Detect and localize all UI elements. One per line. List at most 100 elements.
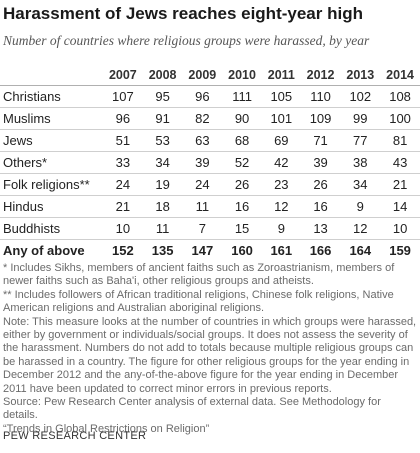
- table-cell: 26: [300, 173, 341, 196]
- total-cell: 147: [182, 239, 223, 261]
- footnote-folk: ** Includes followers of African traditi…: [3, 288, 394, 315]
- table-cell: 110: [300, 85, 341, 108]
- table-body: Christians 107 95 96 111 105 110 102 108 Muslims 9…: [0, 85, 420, 261]
- table-cell: 10: [103, 217, 143, 240]
- row-label: Jews: [0, 129, 103, 152]
- table-cell: 100: [380, 107, 420, 130]
- table-cell: 24: [103, 173, 143, 196]
- row-label: Folk religions**: [0, 173, 103, 196]
- table-cell: 21: [103, 195, 143, 218]
- total-cell: 152: [103, 239, 143, 261]
- report-title: “Trends in Global Restrictions on Religi…: [3, 422, 210, 435]
- table-cell: 15: [222, 217, 262, 240]
- table-cell: 91: [142, 107, 183, 130]
- table-cell: 107: [103, 85, 143, 108]
- footnote-others: * Includes Sikhs, members of ancient fai…: [3, 262, 395, 288]
- total-cell: 160: [222, 239, 262, 261]
- year-header: 2013: [346, 67, 375, 82]
- table-cell: 34: [142, 151, 183, 174]
- table-cell: 14: [380, 195, 420, 218]
- table-cell: 38: [340, 151, 381, 174]
- table-cell: 43: [380, 151, 420, 174]
- table-cell: 16: [300, 195, 341, 218]
- table-header-corner: [0, 64, 103, 86]
- table-cell: 71: [300, 129, 341, 152]
- total-row: Any of above 152 135 147 160 161 166 164 159: [0, 239, 420, 261]
- table-cell: 102: [340, 85, 381, 108]
- table-cell: 19: [142, 173, 183, 196]
- table-cell: 9: [261, 217, 301, 240]
- table-cell: 108: [380, 85, 420, 108]
- publisher-footer: PEW RESEARCH CENTER: [3, 430, 147, 442]
- row-label: Buddhists: [0, 217, 103, 240]
- data-table: 2007 2008 2009 2010 2011 2012 2013 2014 Christi…: [0, 64, 420, 261]
- table-cell: 101: [261, 107, 301, 130]
- table-cell: 11: [142, 217, 183, 240]
- table-row: Jews 51 53 63 68 69 71 77 81: [0, 129, 420, 152]
- table-cell: 82: [182, 107, 223, 130]
- table-row: Folk religions** 24 19 24 26 23 26 34 21: [0, 173, 420, 196]
- year-header: 2014: [386, 67, 414, 82]
- table-cell: 42: [261, 151, 301, 174]
- table-cell: 53: [142, 129, 183, 152]
- chart-title: Harassment of Jews reaches eight-year hi…: [3, 4, 363, 23]
- table-row: Hindus 21 18 11 16 12 16 9 14: [0, 195, 420, 218]
- table-header-row: 2007 2008 2009 2010 2011 2012 2013 2014: [0, 64, 420, 86]
- table-cell: 13: [300, 217, 341, 240]
- table-cell: 18: [142, 195, 183, 218]
- table-cell: 63: [182, 129, 223, 152]
- year-header: 2009: [188, 67, 217, 82]
- total-cell: 166: [300, 239, 341, 261]
- table-cell: 9: [340, 195, 381, 218]
- total-cell: 135: [142, 239, 183, 261]
- year-header: 2008: [148, 67, 177, 82]
- year-header: 2007: [108, 67, 137, 82]
- table-cell: 39: [300, 151, 341, 174]
- chart-subtitle: Number of countries where religious grou…: [3, 33, 370, 48]
- row-label: Christians: [0, 85, 103, 108]
- table-cell: 16: [222, 195, 262, 218]
- table-cell: 69: [261, 129, 301, 152]
- table-cell: 39: [182, 151, 223, 174]
- table-cell: 52: [222, 151, 262, 174]
- year-header: 2011: [267, 67, 295, 82]
- table-cell: 12: [340, 217, 381, 240]
- table-row: Muslims 96 91 82 90 101 109 99 100: [0, 107, 420, 130]
- table-cell: 96: [103, 107, 143, 130]
- table-cell: 96: [182, 85, 223, 108]
- table-cell: 7: [182, 217, 223, 240]
- table-cell: 11: [182, 195, 223, 218]
- table-cell: 95: [142, 85, 183, 108]
- row-label: Hindus: [0, 195, 103, 218]
- table-cell: 90: [222, 107, 262, 130]
- table-cell: 21: [380, 173, 420, 196]
- source-line: Source: Pew Research Center analysis of …: [3, 396, 381, 422]
- table-cell: 12: [261, 195, 301, 218]
- table-cell: 10: [380, 217, 420, 240]
- notes-block: * Includes Sikhs, members of ancient fai…: [3, 262, 417, 436]
- table-cell: 26: [222, 173, 262, 196]
- table-cell: 99: [340, 107, 381, 130]
- table-cell: 23: [261, 173, 301, 196]
- table-cell: 33: [103, 151, 143, 174]
- total-cell: 161: [261, 239, 301, 261]
- year-header: 2010: [228, 67, 256, 82]
- table-cell: 51: [103, 129, 143, 152]
- table-cell: 105: [261, 85, 301, 108]
- table-cell: 24: [182, 173, 223, 196]
- methodology-note: Note: This measure looks at the number o…: [3, 315, 417, 395]
- row-label: Others*: [0, 151, 103, 174]
- table-row: Others* 33 34 39 52 42 39 38 43: [0, 151, 420, 174]
- row-label: Muslims: [0, 107, 103, 130]
- table-row: Christians 107 95 96 111 105 110 102 108: [0, 85, 420, 108]
- year-header: 2012: [306, 67, 335, 82]
- total-cell: 159: [380, 239, 420, 261]
- table-cell: 109: [300, 107, 341, 130]
- total-cell: 164: [340, 239, 381, 261]
- table-cell: 81: [380, 129, 420, 152]
- table-cell: 34: [340, 173, 381, 196]
- table-row: Buddhists 10 11 7 15 9 13 12 10: [0, 217, 420, 240]
- table-cell: 77: [340, 129, 381, 152]
- total-label: Any of above: [0, 239, 103, 261]
